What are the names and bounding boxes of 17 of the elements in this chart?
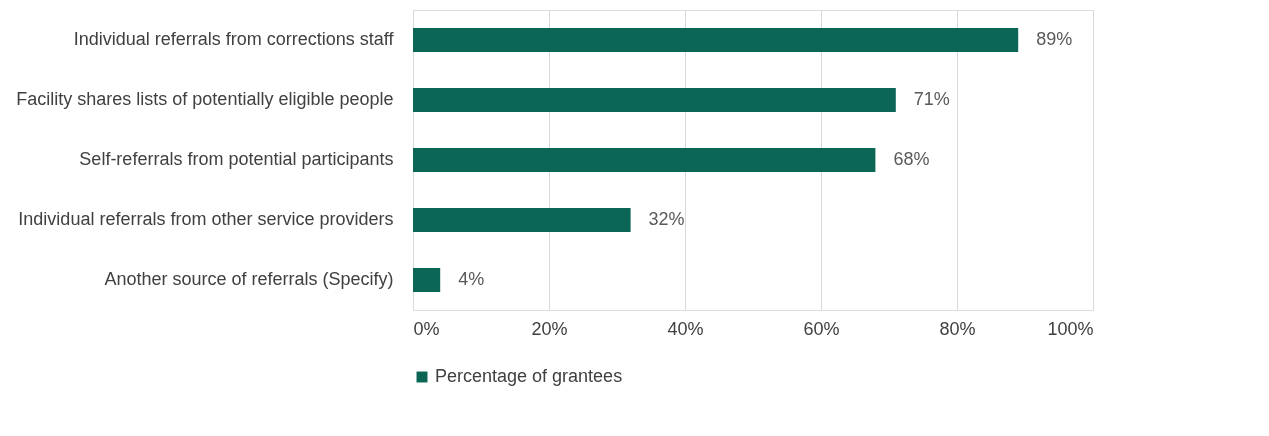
data-label: 32% (648, 209, 685, 229)
legend-label: Percentage of grantees (435, 366, 623, 386)
x-tick-label: 0% (413, 318, 440, 339)
y-tick-label: Individual referrals from corrections staff (73, 29, 395, 49)
data-label: 68% (893, 149, 930, 169)
y-tick-label: Self-referrals from potential participants (79, 149, 394, 169)
x-tick-label: 100% (1047, 318, 1094, 339)
y-tick-label: Another source of referrals (Specify) (104, 269, 394, 289)
y-tick-label: Facility shares lists of potentially eligible people (16, 89, 394, 109)
x-tick-label: 40% (667, 318, 704, 339)
data-label: 71% (913, 89, 950, 109)
data-label: 4% (458, 269, 485, 289)
y-tick-label: Individual referrals from other service providers (18, 209, 394, 229)
x-tick-label: 80% (939, 318, 976, 339)
x-tick-label: 20% (531, 318, 568, 339)
data-label: 89% (1036, 29, 1073, 49)
x-tick-label: 60% (803, 318, 840, 339)
